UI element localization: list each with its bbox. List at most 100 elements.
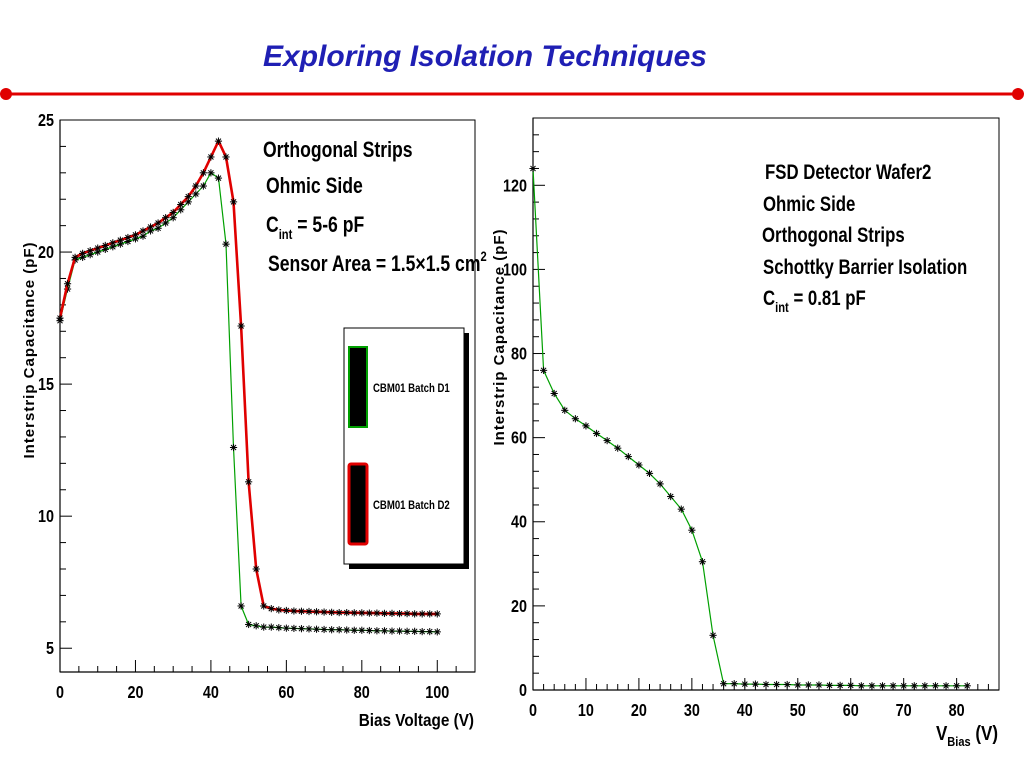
right-data-point: [836, 681, 844, 689]
left-x-tick-label: 20: [127, 683, 143, 703]
right-data-point: [900, 682, 908, 690]
left-data-point: [222, 153, 230, 161]
right-cint-rest: = 0.81 pF: [789, 287, 866, 310]
right-data-point: [550, 389, 558, 398]
legend-swatch-d2: [347, 462, 369, 546]
left-data-point: [373, 627, 381, 635]
right-data-point: [804, 681, 812, 689]
left-data-point: [260, 623, 268, 631]
slide-title: Exploring Isolation Techniques: [263, 40, 707, 73]
left-data-point: [79, 249, 87, 257]
right-data-point: [698, 558, 707, 566]
left-data-point: [328, 608, 336, 616]
right-x-tick-label: 30: [684, 701, 700, 721]
left-data-point: [169, 208, 177, 217]
right-y-axis-label: Interstrip Capacitance (pF): [491, 228, 508, 445]
left-data-point: [245, 620, 253, 629]
left-data-point: [267, 623, 275, 631]
legend-label-d1: CBM01 Batch D1: [373, 382, 450, 395]
left-y-tick-label: 20: [38, 243, 54, 263]
left-data-point: [365, 626, 373, 635]
left-data-point: [139, 227, 147, 235]
left-y-tick-label: 10: [38, 507, 54, 527]
right-x-tick-label: 60: [843, 701, 859, 721]
left-data-point: [335, 626, 343, 634]
right-plot-panel: 0 10 20 30 40 50 60 70 80 0 20 40 60 80 100 120 Interst…: [490, 100, 1024, 768]
right-data-point: [931, 682, 940, 690]
left-x-tick-label: 100: [425, 683, 449, 703]
right-x-tick-label: 20: [631, 701, 647, 721]
left-data-point: [282, 624, 290, 632]
left-data-point: [411, 610, 419, 618]
left-y-tick-label: 25: [38, 111, 54, 131]
right-data-point: [794, 681, 802, 689]
left-data-point: [184, 192, 192, 201]
left-data-point: [388, 627, 396, 635]
left-data-point: [380, 609, 389, 617]
left-axes: 0 20 40 60 80 100 5 10 15 20 25: [38, 111, 476, 703]
left-data-point: [63, 280, 72, 288]
left-data-point: [395, 610, 404, 618]
left-data-point: [207, 153, 215, 161]
right-annotation-line1: FSD Detector Wafer2: [765, 161, 931, 184]
left-data-point: [252, 622, 260, 630]
right-y-tick-label: 80: [511, 344, 527, 364]
left-data-point: [207, 169, 215, 177]
right-y-tick-label: 100: [503, 260, 527, 280]
left-data-point: [380, 627, 389, 635]
left-data-point: [388, 609, 396, 617]
right-x-tick-label: 0: [529, 701, 537, 721]
right-data-point: [582, 422, 590, 430]
right-x-label-v: V: [936, 722, 948, 745]
left-data-point: [192, 190, 200, 198]
left-data-point: [365, 609, 373, 617]
left-data-point: [350, 626, 358, 634]
right-series: [529, 164, 971, 690]
right-data-point: [709, 631, 717, 639]
left-data-point: [237, 602, 245, 610]
title-rule-left-dot: [0, 88, 12, 100]
right-y-tick-label: 20: [511, 596, 527, 616]
right-annotation: FSD Detector Wafer2 Ohmic Side Orthogona…: [762, 161, 967, 315]
left-data-point: [290, 624, 298, 633]
left-data-point: [358, 609, 366, 617]
left-data-point: [199, 169, 207, 177]
right-x-label-rest: (V): [971, 722, 998, 745]
right-data-point: [529, 164, 537, 173]
left-annotation-line1: Orthogonal Strips: [263, 138, 412, 162]
left-data-point: [320, 625, 328, 634]
left-data-point: [426, 627, 434, 636]
left-data-point: [411, 627, 419, 635]
left-legend: CBM01 Batch D1 CBM01 Batch D2: [343, 327, 469, 569]
title-rule-right-dot: [1012, 88, 1024, 100]
right-x-label-sub: Bias: [947, 734, 971, 749]
right-x-axis-label: VBias (V): [936, 722, 998, 750]
right-y-tick-label: 120: [503, 176, 527, 196]
left-data-point: [312, 625, 321, 633]
left-data-point: [290, 607, 298, 615]
left-data-point: [418, 610, 426, 618]
left-data-point: [320, 608, 328, 616]
left-data-point: [350, 609, 358, 617]
left-data-point: [94, 244, 102, 252]
right-data-point: [539, 366, 548, 374]
right-x-tick-label: 70: [896, 701, 912, 721]
right-data-point: [921, 682, 929, 690]
right-data-point: [561, 406, 569, 414]
right-data-point: [772, 680, 781, 689]
left-data-point: [403, 610, 411, 618]
right-data-point: [762, 680, 770, 689]
left-data-point: [403, 627, 411, 635]
right-annotation-cint: Cint = 0.81 pF: [763, 287, 866, 315]
right-axes: 0 10 20 30 40 50 60 70 80 0 20 40 60 80 100 120: [503, 117, 1000, 721]
left-annotation-area: Sensor Area = 1.5×1.5 cm2: [268, 249, 487, 277]
right-data-point: [592, 429, 601, 438]
right-data-point: [624, 452, 632, 461]
right-data-point: [783, 680, 791, 689]
right-x-tick-label: 50: [790, 701, 806, 721]
right-data-point: [910, 682, 918, 690]
left-data-point: [252, 565, 260, 573]
left-data-point: [101, 241, 109, 250]
left-data-point: [297, 607, 306, 615]
left-data-point: [275, 624, 283, 632]
